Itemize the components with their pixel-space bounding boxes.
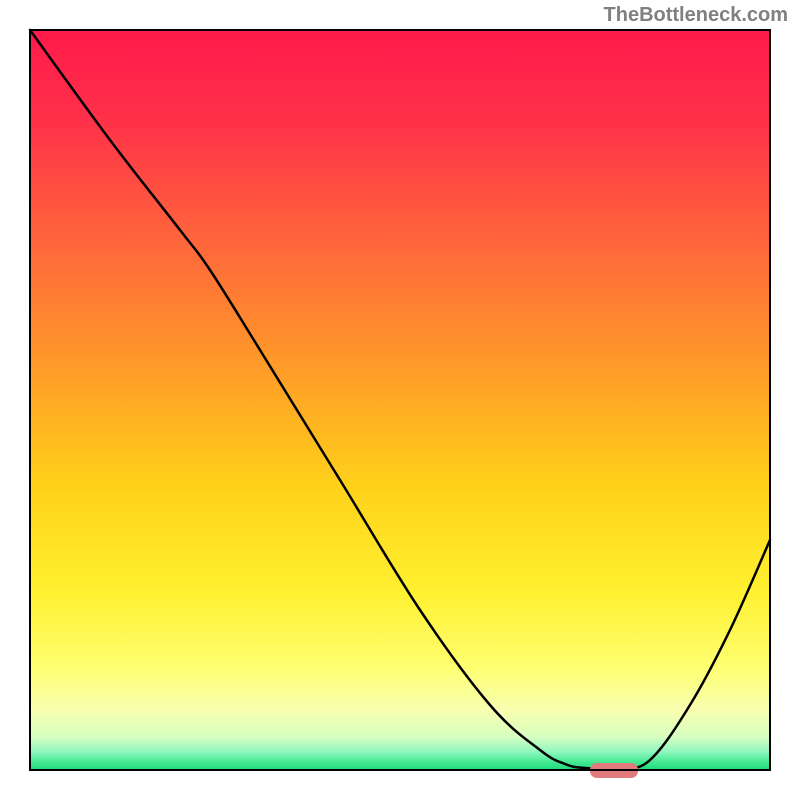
chart-container: TheBottleneck.com: [0, 0, 800, 800]
watermark-text: TheBottleneck.com: [604, 4, 788, 27]
chart-svg: [0, 0, 800, 800]
plot-background: [30, 30, 770, 770]
